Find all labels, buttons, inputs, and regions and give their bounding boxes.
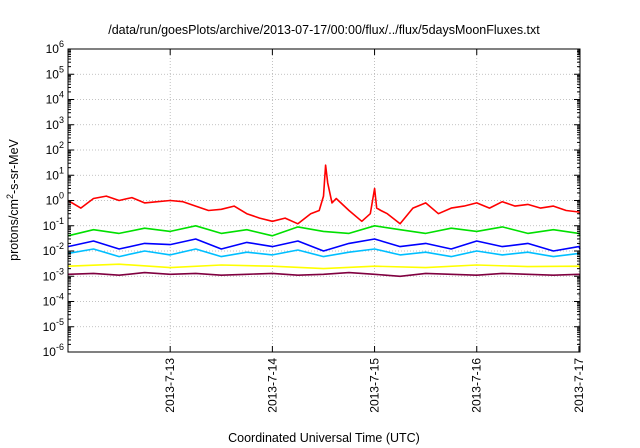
y-tick-label: 10-4: [43, 292, 64, 309]
y-tick-label: 10-1: [43, 216, 64, 233]
x-tick-label: 2013-7-13: [163, 358, 177, 413]
series-line-2: [67, 225, 581, 237]
y-tick-label: 102: [46, 140, 64, 157]
y-tick-label: 10-2: [43, 241, 64, 258]
x-tick-label: 2013-7-15: [368, 358, 382, 413]
y-tick-label: 101: [46, 165, 64, 182]
x-axis-label: Coordinated Universal Time (UTC): [228, 431, 420, 445]
y-tick-label: 104: [46, 90, 64, 107]
chart-title: /data/run/goesPlots/archive/2013-07-17/0…: [108, 23, 540, 37]
series-line-3: [67, 238, 581, 252]
y-tick-label: 103: [46, 115, 64, 132]
y-tick-label: 100: [46, 191, 64, 208]
series-line-6: [67, 271, 581, 278]
y-tick-label: 10-5: [43, 317, 64, 334]
series-line-5: [67, 263, 581, 270]
y-tick-label: 10-6: [43, 342, 64, 359]
series-line-1: [67, 164, 581, 225]
grid: [68, 49, 580, 352]
series-line-4: [67, 248, 581, 258]
y-tick-label: 106: [46, 39, 64, 56]
ticks: [68, 48, 580, 353]
x-tick-labels: 2013-7-13 2013-7-14 2013-7-15 2013-7-16 2013…: [163, 358, 586, 413]
y-tick-labels: 10-6 10-5 10-4 10-3 10-2 10-1 100 101 102 103 104 1…: [43, 39, 64, 359]
y-tick-label: 105: [46, 64, 64, 81]
x-tick-label: 2013-7-17: [572, 358, 586, 413]
x-tick-label: 2013-7-14: [265, 358, 279, 413]
series-layer: [67, 164, 581, 278]
y-tick-label: 10-3: [43, 266, 64, 283]
y-axis-label: protons/cm2-s-sr-MeV: [5, 138, 21, 260]
x-tick-label: 2013-7-16: [470, 358, 484, 413]
